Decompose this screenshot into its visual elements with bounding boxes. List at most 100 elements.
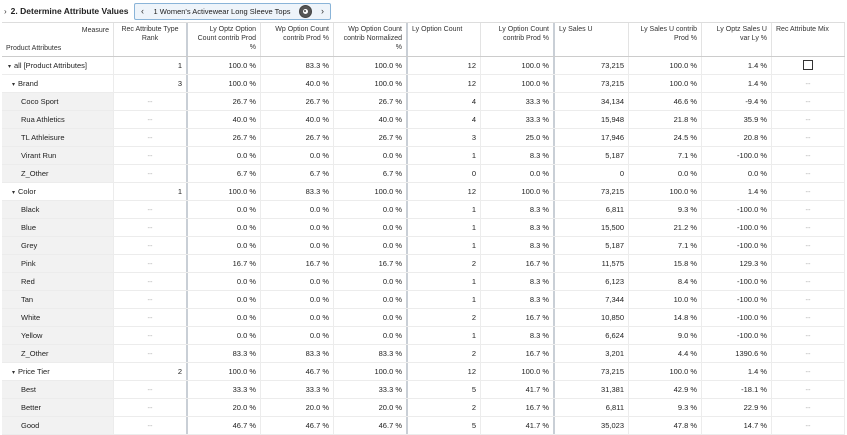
cell-ly-option-count[interactable]: 3 — [408, 129, 481, 146]
cell-ly-optz-sales-var[interactable]: 14.7 % — [702, 417, 772, 434]
cell-ly-sales-u-prod[interactable]: 9.3 % — [629, 399, 702, 416]
cell-ly-option-count-prod[interactable]: 100.0 % — [481, 363, 555, 380]
cell-ly-option-count[interactable]: 1 — [408, 147, 481, 164]
cell-ly-optz-sales-var[interactable]: 1.4 % — [702, 183, 772, 200]
table-row[interactable]: Good -- 46.7 % 46.7 % 46.7 % 5 41.7 % 35,023 47.… — [2, 417, 845, 435]
cell-ly-optz-sales-var[interactable]: -100.0 % — [702, 237, 772, 254]
cell-ly-optz-count[interactable]: 16.7 % — [188, 255, 261, 272]
cell-ly-sales-u[interactable]: 5,187 — [555, 147, 629, 164]
cell-ly-option-count[interactable]: 2 — [408, 255, 481, 272]
cell-rec-mix[interactable]: -- — [772, 363, 845, 380]
cell-ly-sales-u-prod[interactable]: 100.0 % — [629, 363, 702, 380]
cell-rec-mix[interactable]: -- — [772, 237, 845, 254]
next-chevron-icon[interactable]: › — [321, 6, 325, 16]
cell-ly-optz-count[interactable]: 83.3 % — [188, 345, 261, 362]
cell-rec-mix[interactable]: -- — [772, 309, 845, 326]
cell-ly-option-count[interactable]: 12 — [408, 183, 481, 200]
cell-wp-count-prod[interactable]: 0.0 % — [261, 237, 334, 254]
selector-label[interactable]: 1 Women's Activewear Long Sleeve Tops — [153, 6, 291, 16]
cell-ly-option-count[interactable]: 1 — [408, 273, 481, 290]
cell-ly-optz-sales-var[interactable]: 129.3 % — [702, 255, 772, 272]
cell-ly-optz-count[interactable]: 0.0 % — [188, 219, 261, 236]
cell-rec-rank[interactable]: -- — [114, 291, 188, 308]
cell-rec-rank[interactable]: -- — [114, 399, 188, 416]
cell-rec-mix[interactable]: -- — [772, 327, 845, 344]
cell-ly-sales-u-prod[interactable]: 10.0 % — [629, 291, 702, 308]
table-row[interactable]: TL Athleisure -- 26.7 % 26.7 % 26.7 % 3 25.0 %… — [2, 129, 845, 147]
cell-ly-optz-sales-var[interactable]: -100.0 % — [702, 291, 772, 308]
table-row[interactable]: Z_Other -- 6.7 % 6.7 % 6.7 % 0 0.0 % 0 0.0 % 0.0 … — [2, 165, 845, 183]
table-row[interactable]: Coco Sport -- 26.7 % 26.7 % 26.7 % 4 33.3 % 34,… — [2, 93, 845, 111]
cell-rec-mix[interactable]: -- — [772, 165, 845, 182]
cell-rec-rank[interactable]: -- — [114, 237, 188, 254]
cell-rec-rank[interactable]: -- — [114, 219, 188, 236]
cell-ly-optz-sales-var[interactable]: 35.9 % — [702, 111, 772, 128]
cell-ly-optz-sales-var[interactable]: -100.0 % — [702, 201, 772, 218]
cell-wp-count-prod[interactable]: 16.7 % — [261, 255, 334, 272]
table-row[interactable]: Yellow -- 0.0 % 0.0 % 0.0 % 1 8.3 % 6,624 9.0 % -… — [2, 327, 845, 345]
cell-ly-optz-count[interactable]: 0.0 % — [188, 291, 261, 308]
cell-ly-optz-sales-var[interactable]: 1390.6 % — [702, 345, 772, 362]
collapse-chevron-icon[interactable]: › — [4, 6, 7, 16]
cell-wp-count-prod[interactable]: 40.0 % — [261, 111, 334, 128]
cell-ly-option-count[interactable]: 2 — [408, 345, 481, 362]
cell-wp-count-prod[interactable]: 6.7 % — [261, 165, 334, 182]
cell-ly-sales-u[interactable]: 15,500 — [555, 219, 629, 236]
cell-ly-optz-sales-var[interactable]: -100.0 % — [702, 327, 772, 344]
cell-ly-sales-u[interactable]: 73,215 — [555, 183, 629, 200]
cell-ly-sales-u-prod[interactable]: 7.1 % — [629, 237, 702, 254]
cell-ly-option-count-prod[interactable]: 100.0 % — [481, 75, 555, 92]
cell-ly-option-count-prod[interactable]: 41.7 % — [481, 381, 555, 398]
cell-rec-mix[interactable]: -- — [772, 183, 845, 200]
cell-ly-sales-u[interactable]: 73,215 — [555, 57, 629, 74]
cell-wp-count-prod[interactable]: 0.0 % — [261, 201, 334, 218]
table-row[interactable]: Blue -- 0.0 % 0.0 % 0.0 % 1 8.3 % 15,500 21.2 % -… — [2, 219, 845, 237]
cell-rec-rank[interactable]: -- — [114, 147, 188, 164]
cell-rec-mix[interactable]: -- — [772, 291, 845, 308]
cell-rec-mix[interactable]: -- — [772, 147, 845, 164]
cell-ly-option-count[interactable]: 12 — [408, 363, 481, 380]
cell-ly-sales-u[interactable]: 7,344 — [555, 291, 629, 308]
cell-ly-optz-count[interactable]: 46.7 % — [188, 417, 261, 434]
cell-rec-mix[interactable]: -- — [772, 93, 845, 110]
cell-ly-sales-u[interactable]: 6,123 — [555, 273, 629, 290]
cell-ly-optz-count[interactable]: 0.0 % — [188, 327, 261, 344]
cell-rec-rank[interactable]: -- — [114, 327, 188, 344]
cell-rec-rank[interactable]: 1 — [114, 183, 188, 200]
cell-ly-sales-u-prod[interactable]: 46.6 % — [629, 93, 702, 110]
cell-rec-rank[interactable]: 1 — [114, 57, 188, 74]
cell-ly-optz-sales-var[interactable]: -100.0 % — [702, 273, 772, 290]
cell-rec-mix[interactable]: -- — [772, 255, 845, 272]
cell-ly-optz-count[interactable]: 100.0 % — [188, 183, 261, 200]
cell-wp-count-prod[interactable]: 0.0 % — [261, 219, 334, 236]
cell-ly-sales-u-prod[interactable]: 42.9 % — [629, 381, 702, 398]
cell-ly-optz-count[interactable]: 0.0 % — [188, 237, 261, 254]
cell-ly-option-count-prod[interactable]: 100.0 % — [481, 183, 555, 200]
cell-wp-count-norm[interactable]: 0.0 % — [334, 309, 408, 326]
col-ly-optz-sales-var[interactable]: Ly Optz Sales U var Ly % — [702, 23, 772, 56]
cell-ly-option-count[interactable]: 1 — [408, 201, 481, 218]
cell-ly-sales-u-prod[interactable]: 14.8 % — [629, 309, 702, 326]
cell-ly-sales-u-prod[interactable]: 15.8 % — [629, 255, 702, 272]
cell-ly-sales-u[interactable]: 6,624 — [555, 327, 629, 344]
cell-ly-optz-sales-var[interactable]: -100.0 % — [702, 147, 772, 164]
cell-rec-mix[interactable]: -- — [772, 111, 845, 128]
cell-ly-optz-count[interactable]: 26.7 % — [188, 93, 261, 110]
col-ly-option-count-prod[interactable]: Ly Option Count contrib Prod % — [481, 23, 555, 56]
cell-rec-rank[interactable]: -- — [114, 201, 188, 218]
cell-ly-option-count-prod[interactable]: 41.7 % — [481, 417, 555, 434]
cell-ly-option-count[interactable]: 1 — [408, 237, 481, 254]
cell-ly-optz-count[interactable]: 26.7 % — [188, 129, 261, 146]
cell-ly-option-count-prod[interactable]: 8.3 % — [481, 219, 555, 236]
cell-wp-count-norm[interactable]: 40.0 % — [334, 111, 408, 128]
cell-rec-rank[interactable]: -- — [114, 309, 188, 326]
col-ly-sales-u-prod[interactable]: Ly Sales U contrib Prod % — [629, 23, 702, 56]
cell-wp-count-prod[interactable]: 0.0 % — [261, 327, 334, 344]
cell-ly-sales-u[interactable]: 3,201 — [555, 345, 629, 362]
cell-rec-rank[interactable]: -- — [114, 273, 188, 290]
cell-rec-rank[interactable]: -- — [114, 93, 188, 110]
cell-ly-option-count-prod[interactable]: 8.3 % — [481, 201, 555, 218]
cell-rec-rank[interactable]: 2 — [114, 363, 188, 380]
cell-wp-count-prod[interactable]: 26.7 % — [261, 93, 334, 110]
cell-ly-sales-u[interactable]: 0 — [555, 165, 629, 182]
